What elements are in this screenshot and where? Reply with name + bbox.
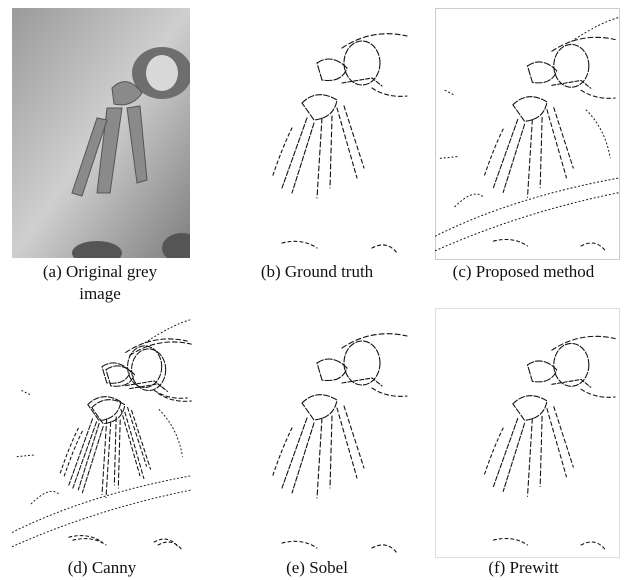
prewitt-image	[435, 308, 620, 558]
figure: (a) Original grey image (b) Ground truth…	[0, 0, 627, 580]
caption: (d) Canny	[12, 557, 192, 579]
caption: (b) Ground truth	[212, 261, 422, 283]
caption: (f) Prewitt	[420, 557, 627, 579]
caption: (e) Sobel	[212, 557, 422, 579]
caption: (a) Original grey image	[25, 261, 175, 305]
original-image	[12, 8, 190, 258]
proposed-image	[435, 8, 620, 260]
ground-truth-image	[222, 8, 412, 258]
caption: (c) Proposed method	[420, 261, 627, 283]
sobel-image	[222, 308, 412, 558]
canny-image	[12, 308, 192, 558]
